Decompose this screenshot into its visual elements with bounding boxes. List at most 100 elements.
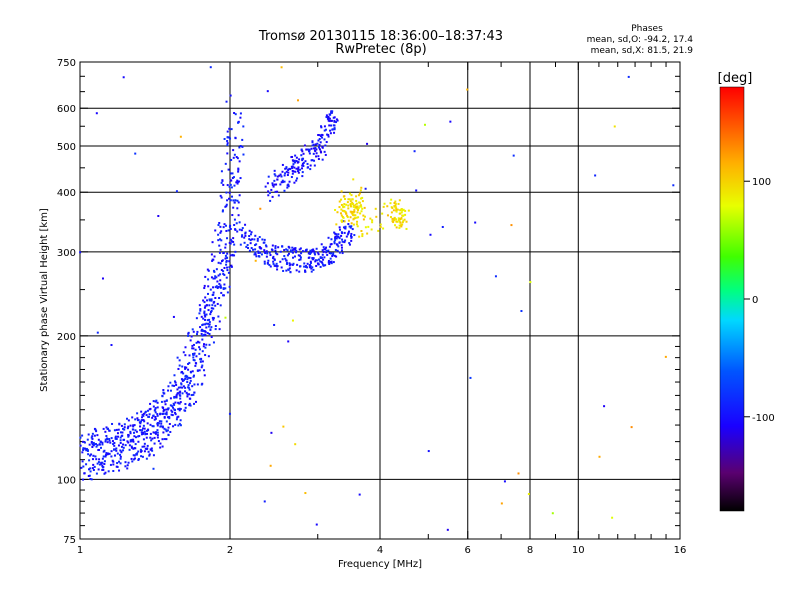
scatter-point <box>317 134 320 137</box>
scatter-point <box>327 115 330 118</box>
scatter-point <box>348 198 351 201</box>
scatter-point <box>220 230 223 233</box>
scatter-point <box>167 389 170 392</box>
scatter-point <box>131 416 134 419</box>
scatter-point <box>294 251 297 254</box>
scatter-point <box>338 251 341 254</box>
scatter-point <box>225 276 228 279</box>
scatter-point <box>359 212 362 215</box>
scatter-point <box>254 259 257 262</box>
scatter-point <box>286 174 289 177</box>
scatter-point <box>238 146 241 149</box>
scatter-point <box>226 252 229 255</box>
scatter-point <box>395 218 398 221</box>
scatter-point <box>117 444 120 447</box>
scatter-point <box>293 166 296 169</box>
scatter-point <box>520 310 523 313</box>
scatter-point <box>142 438 145 441</box>
scatter-point <box>398 220 401 223</box>
scatter-point <box>321 146 324 149</box>
scatter-point <box>276 190 279 193</box>
scatter-point <box>330 262 333 265</box>
scatter-point <box>231 172 234 175</box>
scatter-point <box>187 384 190 387</box>
scatter-point <box>315 247 318 250</box>
scatter-point <box>342 216 345 219</box>
scatter-point <box>466 88 469 91</box>
scatter-point <box>400 216 403 219</box>
scatter-point <box>218 297 221 300</box>
scatter-point <box>215 285 218 288</box>
scatter-point <box>303 265 306 268</box>
scatter-point <box>332 253 335 256</box>
scatter-point <box>348 243 351 246</box>
scatter-point <box>219 279 222 282</box>
scatter-point <box>116 452 119 455</box>
scatter-point <box>672 184 675 187</box>
scatter-point <box>344 239 347 242</box>
scatter-point <box>311 257 314 260</box>
scatter-point <box>226 143 229 146</box>
scatter-point <box>239 144 242 147</box>
scatter-point <box>204 315 207 318</box>
scatter-point <box>159 425 162 428</box>
scatter-point <box>174 411 177 414</box>
scatter-point <box>192 356 195 359</box>
scatter-point <box>160 400 163 403</box>
scatter-point <box>331 255 334 258</box>
scatter-point <box>313 164 316 167</box>
scatter-point <box>192 343 195 346</box>
scatter-point <box>169 430 172 433</box>
scatter-point <box>189 404 192 407</box>
scatter-point <box>226 184 229 187</box>
scatter-point <box>179 386 182 389</box>
scatter-point <box>358 192 361 195</box>
scatter-point <box>332 124 335 127</box>
scatter-point <box>226 136 229 139</box>
scatter-point <box>212 286 215 289</box>
scatter-point <box>338 226 341 229</box>
scatter-point <box>242 125 245 128</box>
scatter-point <box>143 420 146 423</box>
scatter-point <box>297 170 300 173</box>
scatter-point <box>263 262 266 265</box>
scatter-point <box>354 217 357 220</box>
scatter-point <box>350 239 353 242</box>
scatter-point <box>174 413 177 416</box>
scatter-point <box>142 419 145 422</box>
scatter-point <box>139 429 142 432</box>
scatter-point <box>137 435 140 438</box>
scatter-point <box>220 196 223 199</box>
y-tick-label: 500 <box>57 142 76 153</box>
scatter-point <box>209 313 212 316</box>
scatter-point <box>152 454 155 457</box>
scatter-point <box>281 170 284 173</box>
scatter-point <box>248 235 251 238</box>
scatter-point <box>284 172 287 175</box>
scatter-point <box>321 261 324 264</box>
scatter-point <box>269 199 272 202</box>
scatter-point <box>395 210 398 213</box>
scatter-point <box>204 318 207 321</box>
scatter-point <box>112 448 115 451</box>
scatter-point <box>355 195 358 198</box>
scatter-point <box>272 260 275 263</box>
scatter-point <box>392 209 395 212</box>
scatter-point <box>223 223 226 226</box>
scatter-point <box>96 331 99 334</box>
scatter-point <box>186 395 189 398</box>
scatter-point <box>157 440 160 443</box>
scatter-point <box>165 430 168 433</box>
scatter-point <box>267 175 270 178</box>
scatter-point <box>375 215 378 218</box>
scatter-point <box>330 238 333 241</box>
scatter-point <box>274 245 277 248</box>
scatter-point <box>178 407 181 410</box>
scatter-point <box>325 251 328 254</box>
scatter-point <box>285 269 288 272</box>
scatter-point <box>176 388 179 391</box>
scatter-point <box>337 235 340 238</box>
scatter-point <box>127 441 130 444</box>
scatter-point <box>355 205 358 208</box>
